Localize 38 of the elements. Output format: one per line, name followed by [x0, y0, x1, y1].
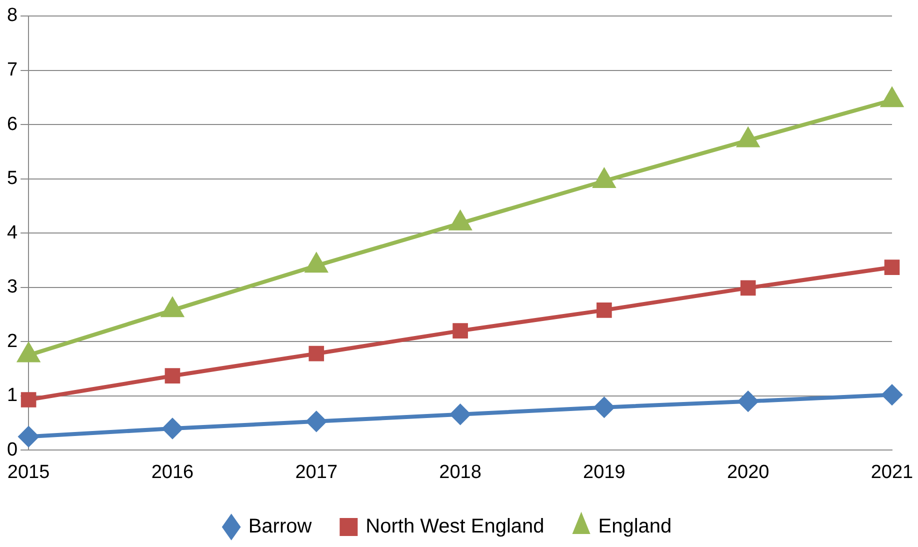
point [308, 346, 324, 362]
legend-label: North West England [366, 516, 544, 538]
point [884, 260, 900, 275]
point [594, 168, 615, 188]
point [306, 411, 326, 432]
point [164, 368, 180, 384]
point [737, 128, 759, 148]
x-tick-label: 2019 [583, 462, 626, 483]
x-tick-label: 2015 [7, 462, 50, 483]
y-tick-label: 8 [6, 5, 18, 26]
point [306, 254, 328, 273]
point [740, 280, 756, 296]
y-tick-label: 6 [6, 114, 18, 135]
x-tick-label: 2020 [726, 462, 770, 483]
y-tick-label: 7 [6, 60, 18, 81]
y-tick-label: 4 [6, 222, 18, 244]
legend-label: England [598, 516, 672, 538]
point [18, 426, 39, 447]
point [450, 211, 471, 230]
y-tick-label: 3 [6, 276, 18, 298]
x-tick-label: 2017 [295, 462, 338, 483]
y-tick-label: 0 [6, 439, 18, 460]
x-tick-label: 2016 [151, 462, 194, 483]
x-tick-label: 2021 [870, 462, 914, 483]
point [162, 418, 182, 438]
point [596, 302, 612, 318]
x-tick-label: 2018 [439, 462, 482, 483]
point [450, 404, 470, 424]
y-tick-label: 5 [6, 168, 18, 190]
point [881, 88, 903, 108]
point [882, 384, 902, 405]
point [452, 323, 468, 338]
point [738, 391, 758, 412]
point [20, 392, 36, 408]
y-tick-label: 1 [6, 385, 18, 406]
point [594, 397, 614, 418]
y-tick-label: 2 [6, 330, 18, 352]
legend-label: Barrow [248, 516, 312, 538]
